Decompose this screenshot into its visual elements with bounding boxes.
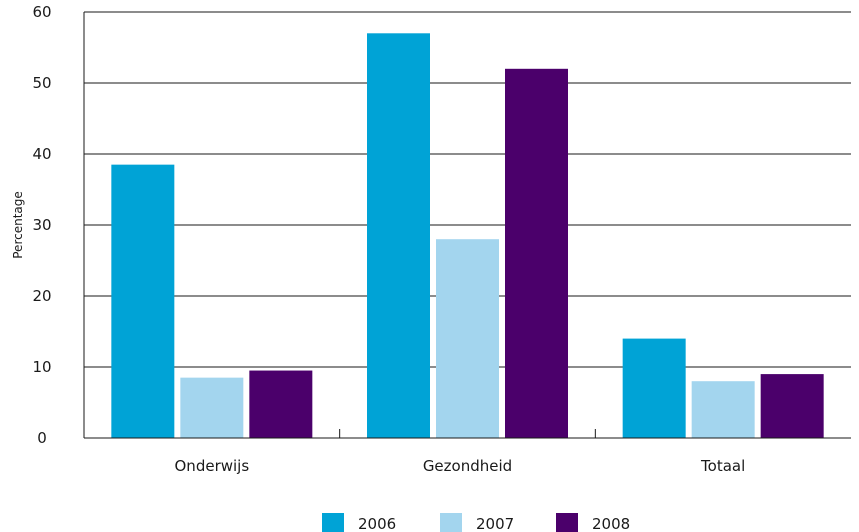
x-category-labels: Onderwijs Gezondheid Totaal: [175, 457, 746, 475]
y-tick-label: 40: [32, 145, 51, 163]
bar-2006-onderwijs: [111, 164, 175, 438]
y-tick-label: 30: [32, 216, 51, 234]
legend-label-2006: 2006: [358, 515, 396, 532]
legend: 2006 2007 2008: [322, 513, 630, 532]
y-tick-label: 10: [32, 358, 51, 376]
y-tick-label: 20: [32, 287, 51, 305]
legend-label-2008: 2008: [592, 515, 630, 532]
axes: [83, 12, 851, 439]
bar-2008-onderwijs: [249, 370, 313, 438]
x-category-label: Onderwijs: [175, 457, 250, 475]
y-tick-label: 0: [37, 429, 47, 447]
x-category-label: Totaal: [700, 457, 745, 475]
bars: [111, 33, 824, 439]
bar-2007-totaal: [691, 381, 755, 438]
bar-2007-gezondheid: [436, 239, 499, 438]
y-axis-label: Percentage: [11, 191, 25, 259]
bar-2008-totaal: [760, 374, 824, 438]
bar-2006-totaal: [622, 338, 686, 438]
bar-2007-onderwijs: [180, 377, 244, 438]
y-tick-labels: 0 10 20 30 40 50 60: [32, 3, 51, 447]
gridlines: [84, 11, 851, 368]
legend-swatch-2008: [556, 513, 578, 532]
legend-swatch-2007: [440, 513, 462, 532]
bar-2006-gezondheid: [367, 33, 430, 439]
bar-2008-gezondheid: [505, 68, 568, 439]
legend-label-2007: 2007: [476, 515, 514, 532]
x-category-label: Gezondheid: [423, 457, 512, 475]
y-tick-label: 50: [32, 74, 51, 92]
legend-swatch-2006: [322, 513, 344, 532]
y-tick-label: 60: [32, 3, 51, 21]
